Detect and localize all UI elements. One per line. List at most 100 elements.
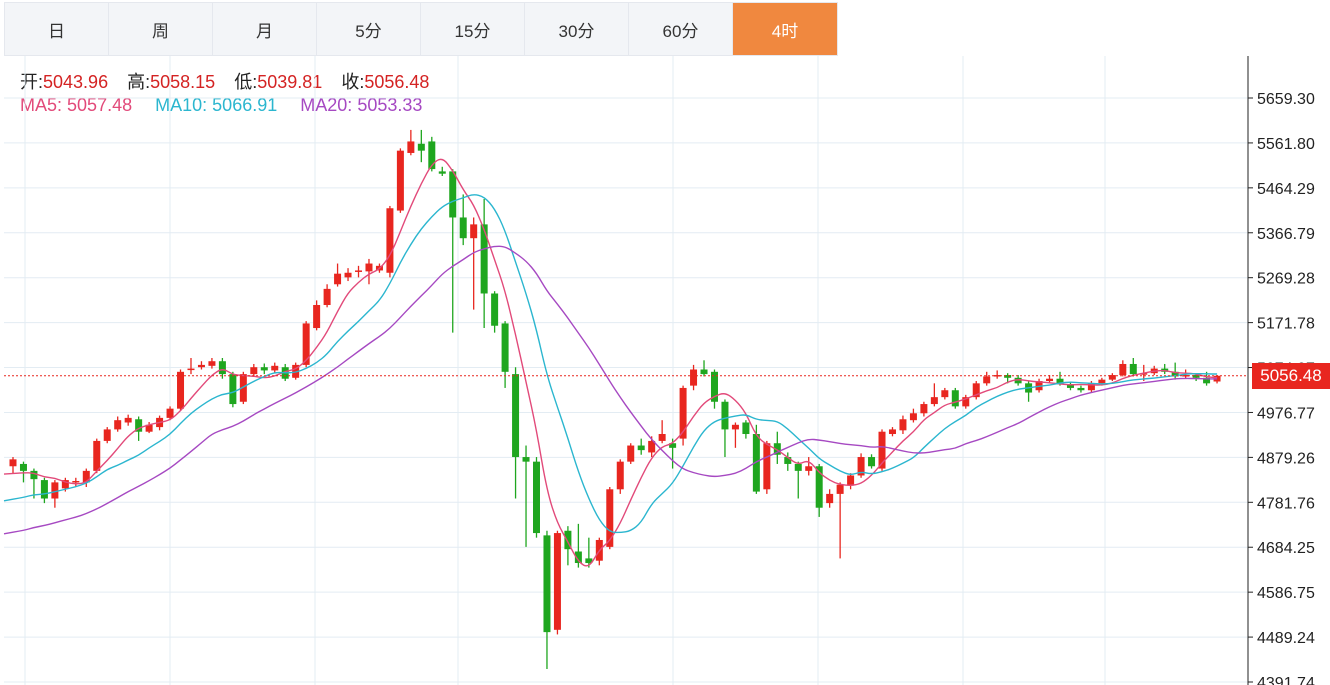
candle-body: [972, 383, 980, 398]
candle-body: [19, 463, 27, 471]
y-tick-label: 5659.30: [1257, 91, 1315, 108]
ma20-readout: MA20: 5053.33: [300, 95, 422, 115]
candle-body: [752, 434, 760, 492]
candle-body: [836, 484, 844, 494]
candle-body: [177, 371, 185, 409]
tab-2[interactable]: 月: [213, 3, 317, 55]
close-label: 收:: [341, 72, 365, 92]
tab-0[interactable]: 日: [5, 3, 109, 55]
candle-body: [61, 480, 69, 489]
candle-body: [1077, 387, 1085, 391]
candle-body: [909, 413, 917, 421]
ma5-line: [3, 158, 1218, 567]
candle-body: [1203, 377, 1211, 384]
ma10-readout: MA10: 5066.91: [155, 95, 277, 115]
y-tick-label: 4976.77: [1257, 405, 1315, 422]
candle-body: [533, 461, 540, 534]
ma10-value: 5066.91: [212, 95, 278, 115]
candle-body: [1056, 378, 1064, 385]
open-value: 5043.96: [43, 72, 109, 92]
tab-5[interactable]: 30分: [525, 3, 629, 55]
candle-body: [51, 482, 59, 499]
candle-body: [344, 272, 352, 278]
candle-body: [491, 293, 499, 326]
candle-body: [355, 270, 363, 272]
candle-body: [606, 489, 614, 547]
candle-body: [166, 408, 174, 418]
candle-body: [669, 443, 677, 448]
candle-body: [93, 440, 101, 471]
candle-body: [124, 417, 132, 423]
current-price-tag: 5056.48: [1252, 363, 1330, 389]
candle-body: [1129, 363, 1137, 375]
candle-body: [428, 141, 436, 170]
candle-body: [135, 419, 143, 432]
candle-body: [250, 367, 258, 375]
candle-body: [574, 551, 582, 564]
candle-body: [1119, 363, 1127, 376]
y-tick-label: 5464.29: [1257, 181, 1315, 198]
ma5-readout: MA5: 5057.48: [20, 95, 132, 115]
candle-body: [271, 365, 279, 371]
candle-body: [899, 419, 907, 431]
candle-body: [1140, 373, 1148, 375]
candle-body: [585, 558, 593, 564]
candle-body: [920, 404, 928, 414]
candle-body: [564, 530, 572, 550]
candle-body: [815, 466, 823, 508]
ma5-value: 5057.48: [67, 95, 133, 115]
candle-body: [794, 463, 802, 471]
close-value: 5056.48: [364, 72, 430, 92]
candle-body: [208, 361, 216, 366]
candle-body: [9, 459, 17, 467]
candle-body: [386, 208, 394, 273]
candle-body: [805, 466, 813, 471]
candle-body: [941, 390, 949, 398]
candle-body: [763, 443, 771, 490]
candle-body: [983, 376, 991, 384]
tab-3[interactable]: 5分: [317, 3, 421, 55]
candle-body: [103, 429, 111, 441]
candle-body: [313, 305, 321, 329]
tab-7[interactable]: 4时: [733, 3, 837, 55]
candle-body: [522, 457, 530, 462]
tab-1[interactable]: 周: [109, 3, 213, 55]
candle-body: [962, 397, 970, 407]
candle-body: [417, 143, 425, 151]
candle-body: [878, 431, 886, 469]
candle-body: [731, 424, 739, 430]
candle-body: [218, 361, 226, 375]
candle-body: [826, 493, 834, 504]
low-value: 5039.81: [257, 72, 323, 92]
candle-body: [501, 323, 509, 372]
candle-body: [868, 457, 876, 467]
y-tick-label: 4879.26: [1257, 450, 1315, 467]
y-tick-label: 4391.74: [1257, 675, 1315, 685]
candle-body: [1004, 375, 1012, 378]
candle-body: [1192, 375, 1200, 378]
candle-body: [1171, 371, 1179, 377]
ma10-line: [3, 194, 1218, 534]
candle-body: [627, 445, 635, 462]
tab-4[interactable]: 15分: [421, 3, 525, 55]
y-tick-label: 5366.79: [1257, 226, 1315, 243]
candle-body: [721, 401, 729, 430]
y-tick-label: 4684.25: [1257, 540, 1315, 557]
y-tick-label: 4586.75: [1257, 585, 1315, 602]
y-tick-label: 4489.24: [1257, 630, 1315, 647]
candle-body: [229, 374, 237, 405]
candle-body: [449, 171, 457, 218]
open-label: 开:: [20, 72, 44, 92]
ma20-line: [3, 245, 1218, 535]
candle-body: [742, 422, 750, 435]
candle-body: [784, 457, 792, 464]
candle-body: [710, 371, 718, 402]
candle-body: [239, 374, 247, 402]
tab-6[interactable]: 60分: [629, 3, 733, 55]
candle-body: [543, 535, 551, 633]
candle-body: [438, 171, 446, 174]
ma5-label: MA5:: [20, 95, 63, 115]
candle-body: [951, 390, 959, 407]
candle-body: [700, 369, 708, 375]
